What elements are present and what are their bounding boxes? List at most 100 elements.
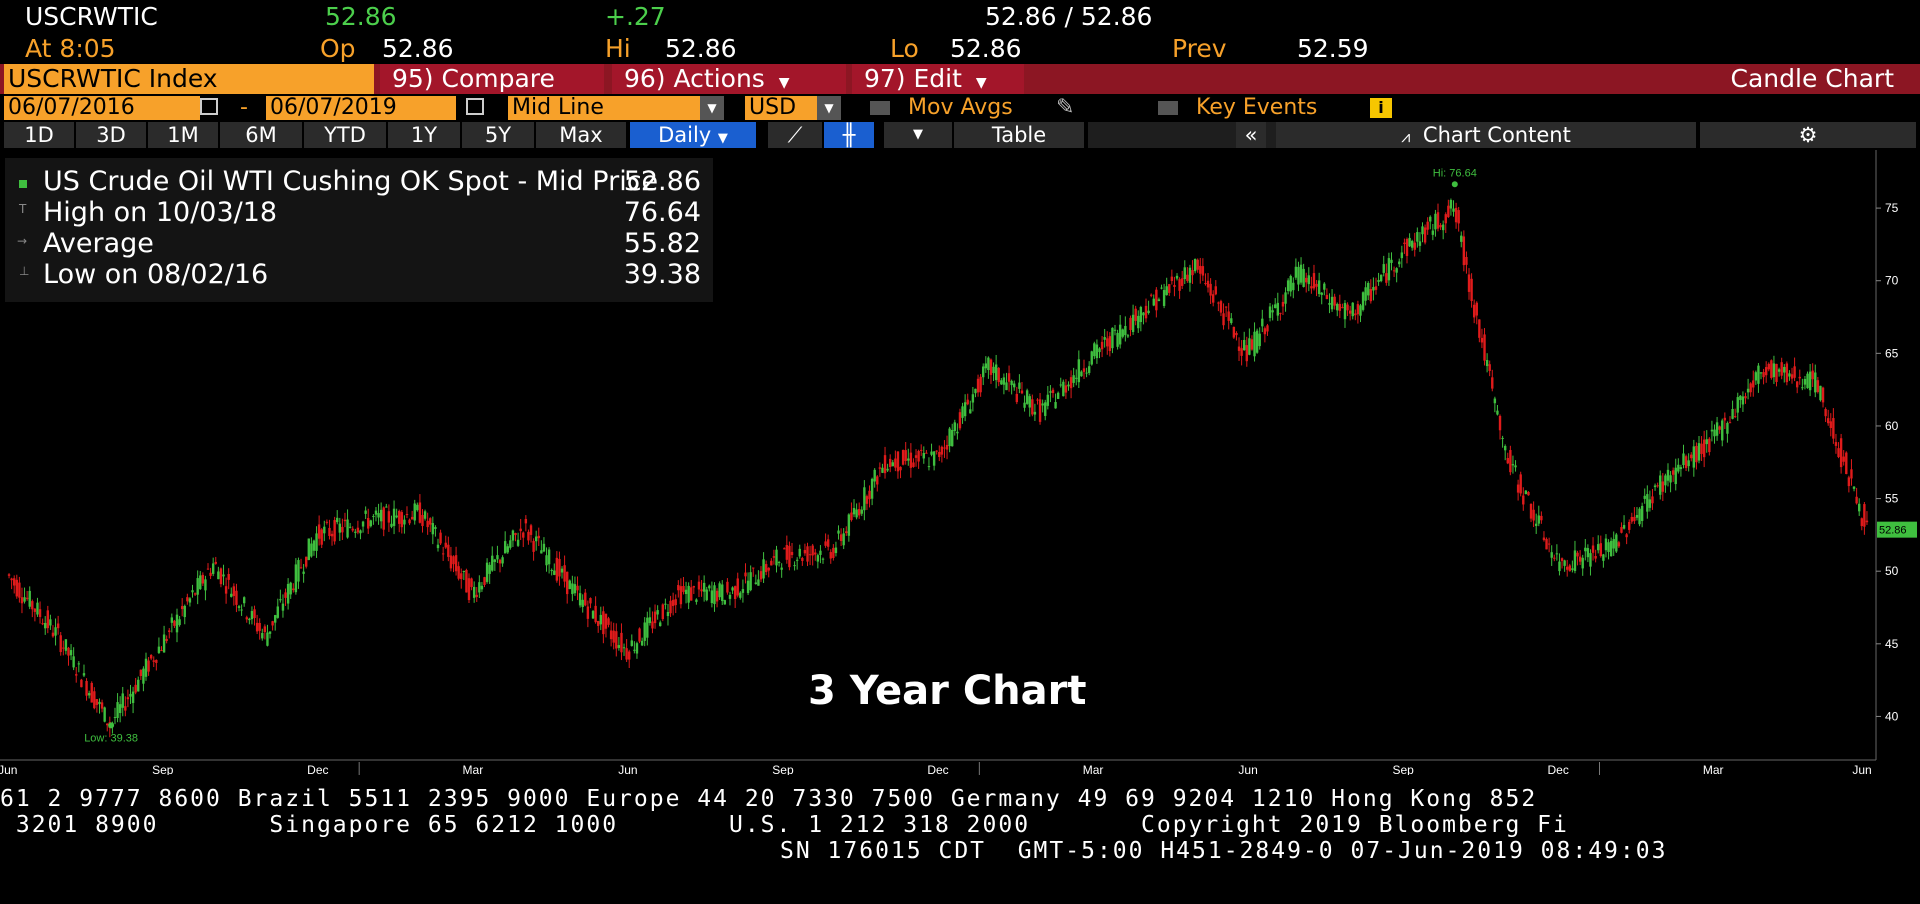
- candle-body: [498, 559, 502, 564]
- chart-type-label: Candle Chart: [1730, 64, 1894, 93]
- candle-body: [1491, 377, 1494, 389]
- period-row: 1D 3D 1M 6M YTD 1Y 5Y Max Daily ▼ ⟋ ╫ ▼ …: [0, 122, 1920, 148]
- candle-body: [214, 561, 217, 564]
- candle-body: [917, 450, 920, 462]
- period-6m[interactable]: 6M: [220, 122, 302, 148]
- candle-body: [317, 524, 321, 539]
- candle-body: [13, 578, 16, 586]
- candle-body: [439, 532, 442, 544]
- candle-body: [354, 531, 357, 533]
- collapse-icon[interactable]: «: [1236, 122, 1266, 148]
- period-ytd[interactable]: YTD: [304, 122, 386, 148]
- candle-body: [1431, 230, 1435, 235]
- candle-body: [1369, 289, 1373, 302]
- candle-body: [622, 647, 626, 649]
- candle-body: [1204, 283, 1207, 285]
- candle-body: [767, 567, 770, 571]
- candle-body: [351, 528, 354, 531]
- candle-body: [1364, 287, 1367, 301]
- candle-body: [852, 507, 856, 515]
- annotation-label: Hi: 76.64: [1433, 167, 1477, 179]
- calendar-icon[interactable]: [200, 98, 218, 115]
- toolbar: USCRWTIC Index 95) Compare 96) Actions ▼…: [0, 64, 1920, 94]
- candle-body: [1527, 491, 1530, 496]
- candle-body: [1235, 332, 1238, 336]
- gear-icon[interactable]: ⚙: [1700, 122, 1916, 148]
- candle-body: [1266, 325, 1269, 332]
- candle-body: [1682, 453, 1685, 466]
- calendar-icon[interactable]: [466, 98, 484, 115]
- candle-body: [674, 599, 677, 606]
- candle-body: [1095, 344, 1099, 359]
- candle-body: [1372, 287, 1375, 291]
- candle-body: [912, 462, 915, 467]
- chevron-down-icon[interactable]: ▼: [817, 96, 841, 120]
- candle-body: [1630, 516, 1634, 522]
- candle-body: [341, 526, 344, 533]
- candle-body: [121, 693, 124, 708]
- period-1m[interactable]: 1M: [148, 122, 218, 148]
- currency-select[interactable]: USD: [745, 96, 817, 120]
- candle-body: [736, 578, 739, 596]
- actions-button[interactable]: 96) Actions ▼: [612, 64, 846, 94]
- start-date-input[interactable]: 06/07/2016: [4, 96, 200, 120]
- candle-body: [44, 622, 47, 629]
- period-5y[interactable]: 5Y: [462, 122, 534, 148]
- candle-body: [1436, 212, 1440, 229]
- table-button[interactable]: Table: [954, 122, 1084, 148]
- candle-body: [927, 466, 931, 468]
- candle-body: [1718, 426, 1721, 430]
- candle-body: [752, 567, 755, 569]
- period-max[interactable]: Max: [536, 122, 626, 148]
- candle-body: [876, 476, 879, 485]
- frequency-select[interactable]: Daily ▼: [630, 122, 756, 148]
- legend-high-value: 76.64: [623, 197, 701, 228]
- edit-button[interactable]: 97) Edit ▼: [852, 64, 1024, 94]
- chart-content-button[interactable]: ⩘ Chart Content: [1276, 122, 1696, 148]
- candle-body: [1418, 241, 1422, 246]
- line-chart-icon[interactable]: ⟋: [768, 122, 822, 148]
- candle-body: [253, 609, 256, 619]
- actions-label: 96) Actions: [624, 64, 765, 93]
- candle-body: [410, 516, 414, 520]
- candle-body: [615, 631, 618, 649]
- candle-body: [1648, 499, 1652, 508]
- security-field[interactable]: USCRWTIC Index: [4, 64, 374, 94]
- candle-body: [638, 628, 641, 642]
- candle-body: [1175, 275, 1179, 279]
- end-date-input[interactable]: 06/07/2019: [266, 96, 456, 120]
- chevron-down-icon[interactable]: ▼: [884, 122, 952, 148]
- candle-body: [1783, 366, 1786, 373]
- high-label: Hi: [605, 34, 631, 63]
- period-1d[interactable]: 1D: [4, 122, 74, 148]
- mov-avgs-checkbox[interactable]: [870, 101, 890, 115]
- mov-avgs-label: Mov Avgs: [908, 95, 1013, 120]
- candle-body: [1297, 266, 1300, 285]
- info-icon[interactable]: i: [1370, 98, 1392, 118]
- compare-button[interactable]: 95) Compare: [380, 64, 604, 94]
- line-mode-select[interactable]: Mid Line: [508, 96, 702, 120]
- candle-body: [1374, 286, 1378, 290]
- candle-body: [777, 562, 781, 564]
- candle-body: [845, 531, 848, 534]
- candle-chart-icon[interactable]: ╫: [824, 122, 874, 148]
- candle-body: [904, 450, 907, 461]
- candle-body: [398, 510, 401, 524]
- candle-body: [1155, 289, 1158, 311]
- key-events-checkbox[interactable]: [1158, 101, 1178, 115]
- candle-body: [1847, 477, 1851, 487]
- candle-body: [1617, 542, 1621, 547]
- candle-body: [1602, 554, 1605, 561]
- candle-body: [715, 590, 719, 602]
- candle-body: [1253, 331, 1256, 357]
- candle-body: [1511, 464, 1515, 466]
- chevron-down-icon[interactable]: ▼: [700, 96, 724, 120]
- candle-body: [232, 586, 236, 596]
- candle-body: [640, 640, 644, 646]
- period-1y[interactable]: 1Y: [388, 122, 460, 148]
- candle-body: [664, 603, 667, 605]
- pencil-icon[interactable]: ✎: [1056, 95, 1075, 120]
- period-3d[interactable]: 3D: [76, 122, 146, 148]
- candle-body: [1137, 315, 1140, 329]
- candle-body: [1434, 213, 1437, 230]
